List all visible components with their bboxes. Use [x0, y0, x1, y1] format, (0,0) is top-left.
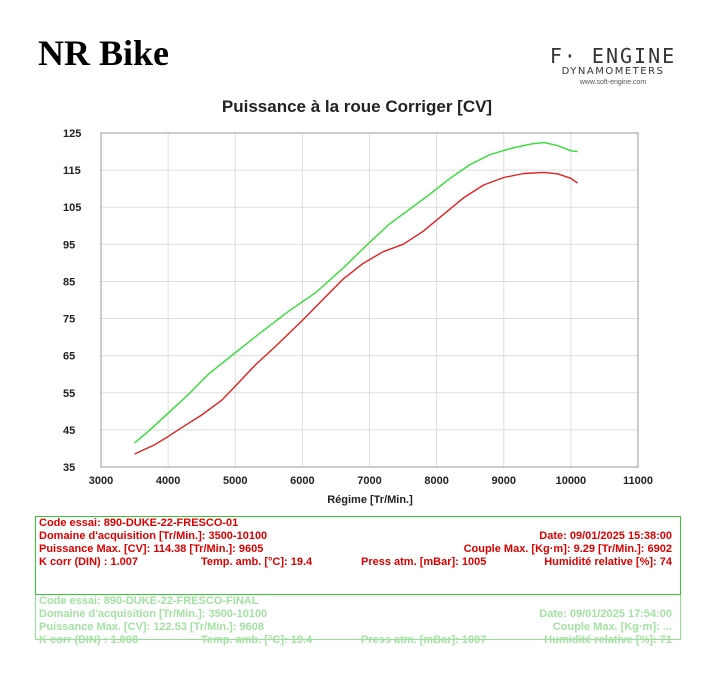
x-tick-label: 8000 [424, 475, 448, 487]
run2-temp: Temp. amb. [°C]: 19.4 [201, 634, 313, 646]
x-tick-label: 9000 [492, 475, 516, 487]
grid [100, 132, 639, 468]
tick-labels: 3000 4000 5000 6000 7000 8000 9000 10000 11000 35… [63, 128, 653, 487]
series-line-2 [134, 141, 578, 444]
x-tick-label: 4000 [156, 475, 180, 487]
y-tick-label: 115 [63, 165, 81, 177]
logo-url-text: www.soft-engine.com [579, 79, 647, 86]
plot-frame [100, 132, 639, 468]
x-axis-label: Régime [Tr/Min.] [327, 494, 413, 506]
x-tick-label: 5000 [223, 475, 247, 487]
run2-humidity: Humidité relative [%]: 71 [544, 634, 672, 646]
run2-power: Puissance Max. [CV]: 122.53 [Tr/Min.]: 9… [39, 621, 264, 633]
logo-sub-text: DYNAMOMETERS [561, 66, 665, 77]
power-chart: Puissance à la roue Corriger [CV] 3000 40… [63, 97, 653, 506]
y-tick-label: 75 [63, 314, 75, 326]
y-tick-label: 65 [63, 351, 75, 363]
run1-kcorr: K corr (DIN) : 1.007 [39, 556, 139, 568]
run2-date: Date: 09/01/2025 17:54:00 [539, 608, 672, 620]
x-tick-label: 11000 [623, 475, 653, 487]
logo-main-text: F· ENGINE [549, 44, 677, 68]
chart-title: Puissance à la roue Corriger [CV] [222, 97, 492, 116]
y-tick-label: 125 [63, 128, 81, 140]
y-tick-label: 35 [63, 462, 75, 474]
run1-humidity: Humidité relative [%]: 74 [544, 556, 672, 568]
series-line-1 [134, 171, 579, 455]
run1-range: Domaine d'acquisition [Tr/Min.]: 3500-10… [39, 530, 268, 542]
run2-kcorr: K corr (DIN) : 1.008 [39, 634, 139, 646]
y-tick-label: 105 [63, 202, 81, 214]
run1-power: Puissance Max. [CV]: 114.38 [Tr/Min.]: 9… [39, 543, 264, 555]
run2-info-panel: Code essai: 890-DUKE-22-FRESCO-FINAL Dom… [35, 594, 681, 646]
run1-info-panel: Code essai: 890-DUKE-22-FRESCO-01 Domain… [35, 516, 681, 595]
run2-code: Code essai: 890-DUKE-22-FRESCO-FINAL [39, 595, 259, 607]
run1-date: Date: 09/01/2025 15:38:00 [539, 530, 672, 542]
y-tick-label: 95 [63, 239, 75, 251]
series-lines [134, 141, 579, 455]
run1-press: Press atm. [mBar]: 1005 [361, 556, 487, 568]
x-tick-label: 6000 [290, 475, 314, 487]
run1-torque: Couple Max. [Kg·m]: 9.29 [Tr/Min.]: 6902 [463, 543, 672, 555]
y-tick-label: 55 [63, 388, 75, 400]
run2-press: Press atm. [mBar]: 1007 [361, 634, 487, 646]
run1-temp: Temp. amb. [°C]: 19.4 [201, 556, 313, 568]
brand-title: NR Bike [38, 33, 170, 73]
run1-code: Code essai: 890-DUKE-22-FRESCO-01 [39, 517, 239, 529]
run2-range: Domaine d'acquisition [Tr/Min.]: 3500-10… [39, 608, 268, 620]
softengine-logo: F· ENGINE DYNAMOMETERS www.soft-engine.c… [538, 46, 688, 87]
x-tick-label: 3000 [89, 475, 113, 487]
y-tick-label: 85 [63, 276, 75, 288]
x-tick-label: 10000 [556, 475, 587, 487]
run2-torque: Couple Max. [Kg·m]: ... [552, 621, 672, 633]
y-tick-label: 45 [63, 425, 75, 437]
x-tick-label: 7000 [357, 475, 381, 487]
